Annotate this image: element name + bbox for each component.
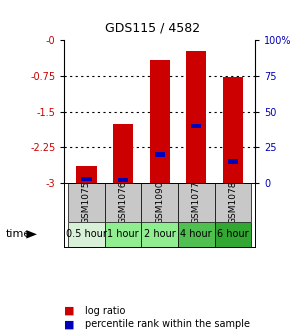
Text: GSM1076: GSM1076: [119, 181, 127, 224]
Text: 0.5 hour: 0.5 hour: [66, 229, 107, 239]
Text: GSM1075: GSM1075: [82, 181, 91, 224]
Bar: [68, 222, 105, 247]
Text: 2 hour: 2 hour: [144, 229, 176, 239]
Bar: [186, 51, 206, 183]
Bar: [68, 183, 105, 222]
Text: ■: ■: [64, 306, 75, 316]
Bar: [76, 166, 96, 183]
Text: GSM1090: GSM1090: [155, 181, 164, 224]
Bar: [155, 152, 165, 157]
Bar: [191, 124, 202, 128]
Bar: [215, 222, 251, 247]
Bar: [223, 77, 243, 183]
Bar: [113, 124, 133, 183]
Bar: [142, 183, 178, 222]
Polygon shape: [26, 230, 37, 239]
Text: GDS115 / 4582: GDS115 / 4582: [105, 22, 200, 35]
Bar: [178, 222, 214, 247]
Bar: [142, 222, 178, 247]
Text: percentile rank within the sample: percentile rank within the sample: [85, 319, 250, 329]
Bar: [81, 177, 91, 181]
Text: 4 hour: 4 hour: [180, 229, 212, 239]
Text: log ratio: log ratio: [85, 306, 125, 316]
Text: time: time: [6, 229, 31, 239]
Bar: [178, 183, 214, 222]
Bar: [150, 60, 170, 183]
Bar: [105, 222, 142, 247]
Text: GSM1077: GSM1077: [192, 181, 201, 224]
Text: ■: ■: [64, 319, 75, 329]
Bar: [118, 178, 128, 182]
Text: 6 hour: 6 hour: [217, 229, 249, 239]
Bar: [215, 183, 251, 222]
Bar: [228, 160, 238, 164]
Text: 1 hour: 1 hour: [107, 229, 139, 239]
Bar: [105, 183, 142, 222]
Text: GSM1078: GSM1078: [229, 181, 237, 224]
